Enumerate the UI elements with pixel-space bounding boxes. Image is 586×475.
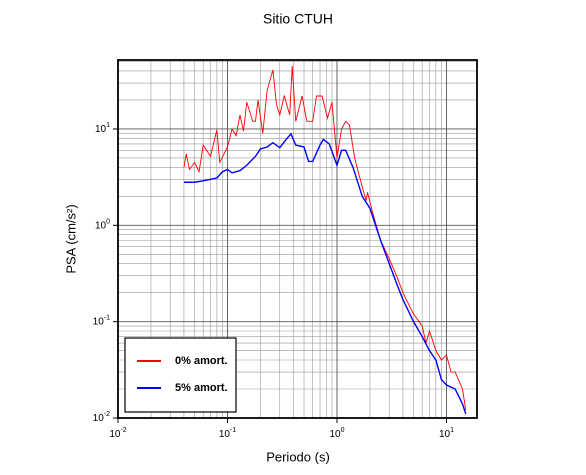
tick-label-exponent: 0 — [341, 427, 345, 434]
tick-label-exponent: 1 — [450, 427, 454, 434]
legend-label: 5% amort. — [175, 382, 228, 394]
tick-label-exponent: 1 — [106, 122, 110, 129]
tick-label: 101 — [95, 122, 110, 135]
tick-label: 100 — [329, 427, 344, 440]
series-line — [183, 66, 467, 411]
tick-label: 10-1 — [219, 427, 236, 440]
tick-label: 101 — [439, 427, 454, 440]
tick-label-base: 10 — [95, 220, 107, 231]
tick-label-exponent: -2 — [104, 411, 110, 418]
tick-label-base: 10 — [109, 429, 121, 440]
tick-label-base: 10 — [93, 316, 105, 327]
tick-label-base: 10 — [93, 413, 105, 424]
legend-box — [124, 337, 237, 413]
tick-label: 10-2 — [109, 427, 126, 440]
tick-label-base: 10 — [439, 429, 451, 440]
chart-title: Sitio CTUH — [263, 11, 333, 27]
series-line — [183, 132, 467, 415]
tick-label-base: 10 — [219, 429, 231, 440]
y-axis-label: PSA (cm/s²) — [63, 204, 78, 273]
tick-label: 100 — [95, 218, 110, 231]
plot-frame — [117, 59, 478, 419]
tick-label-exponent: -1 — [104, 315, 110, 322]
legend-label: 0% amort. — [175, 355, 228, 367]
tick-label: 10-1 — [93, 315, 110, 328]
tick-label-exponent: 0 — [106, 218, 110, 225]
tick-label: 10-2 — [93, 411, 110, 424]
tick-label-base: 10 — [95, 124, 107, 135]
x-axis-label: Periodo (s) — [266, 449, 330, 464]
tick-label-exponent: -1 — [230, 427, 236, 434]
grid — [117, 60, 477, 419]
tick-label-base: 10 — [329, 429, 341, 440]
tick-label-exponent: -2 — [120, 427, 126, 434]
